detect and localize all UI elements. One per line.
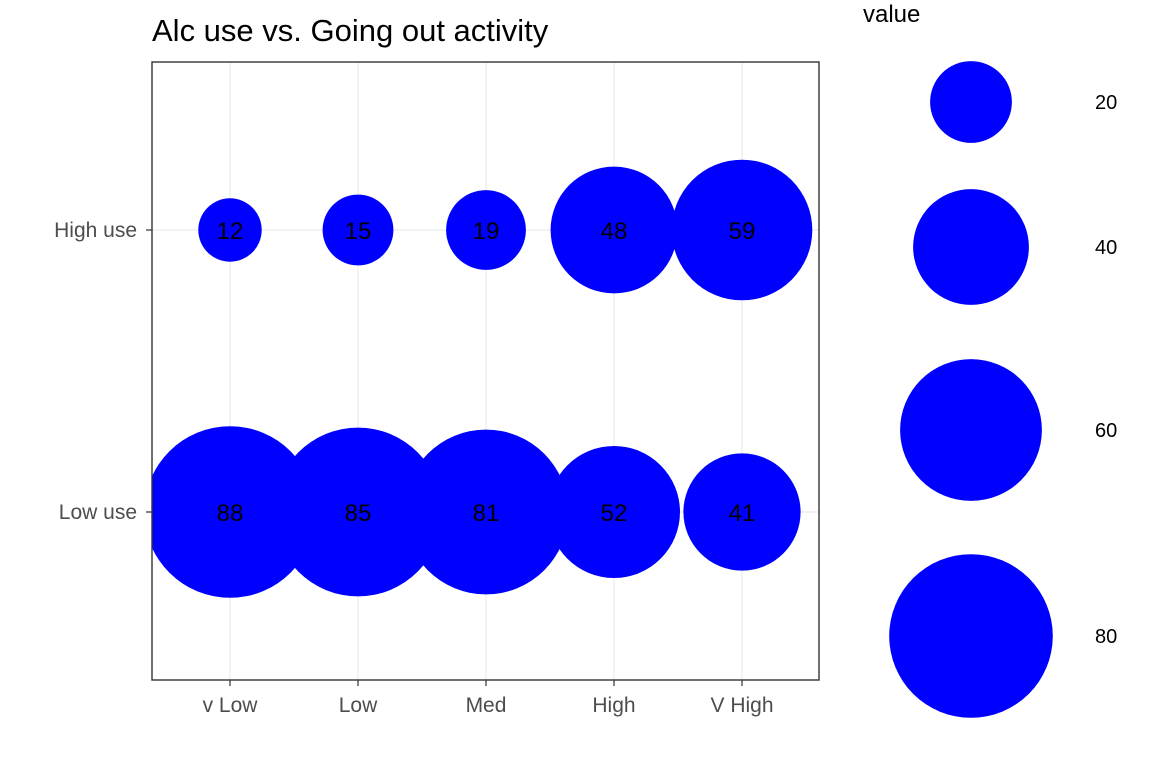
bubble [683, 453, 801, 571]
bubble [548, 446, 680, 578]
bubble-labels: 12 15 19 48 59 88 85 81 52 41 [217, 218, 756, 527]
chart-title: Alc use vs. Going out activity [152, 13, 549, 48]
y-tick-label: High use [54, 219, 137, 242]
bubble-value-label: 81 [473, 500, 500, 527]
bubble [198, 198, 262, 262]
legend: value 20 40 60 80 [863, 1, 1117, 718]
bubble [403, 429, 569, 595]
x-tick-label: Med [466, 694, 507, 717]
bubble-value-label: 59 [729, 218, 756, 245]
bubbles [152, 159, 813, 598]
bubble [671, 159, 813, 301]
x-tick-label: High [592, 694, 635, 717]
x-tick-label: v Low [203, 694, 259, 717]
bubble-value-label: 85 [345, 500, 372, 527]
legend-key [930, 61, 1012, 143]
legend-key [889, 554, 1053, 718]
plot-area: 12 15 19 48 59 88 85 81 52 41 v Low Low Med High V Hig… [54, 61, 820, 717]
y-tick-label: Low use [59, 501, 137, 524]
x-axis: v Low Low Med High V High [203, 680, 774, 717]
legend-key [900, 359, 1042, 501]
bubble-value-label: 15 [345, 218, 372, 245]
legend-label: 60 [1095, 420, 1117, 442]
bubble [273, 427, 443, 597]
bubble-value-label: 48 [601, 218, 628, 245]
bubble [446, 190, 526, 270]
bubble [152, 426, 316, 598]
bubble-value-label: 19 [473, 218, 500, 245]
bubble [322, 194, 394, 266]
legend-label: 20 [1095, 92, 1117, 114]
bubble-value-label: 88 [217, 500, 244, 527]
x-tick-label: V High [710, 694, 773, 717]
legend-label: 40 [1095, 237, 1117, 259]
x-tick-label: Low [339, 694, 378, 717]
legend-key [913, 189, 1029, 305]
bubble-value-label: 52 [601, 500, 628, 527]
legend-label: 80 [1095, 626, 1117, 648]
bubble [550, 166, 678, 294]
bubble-value-label: 12 [217, 218, 244, 245]
y-axis: High use Low use [54, 219, 152, 524]
bubble-value-label: 41 [729, 500, 756, 527]
legend-title: value [863, 1, 920, 28]
